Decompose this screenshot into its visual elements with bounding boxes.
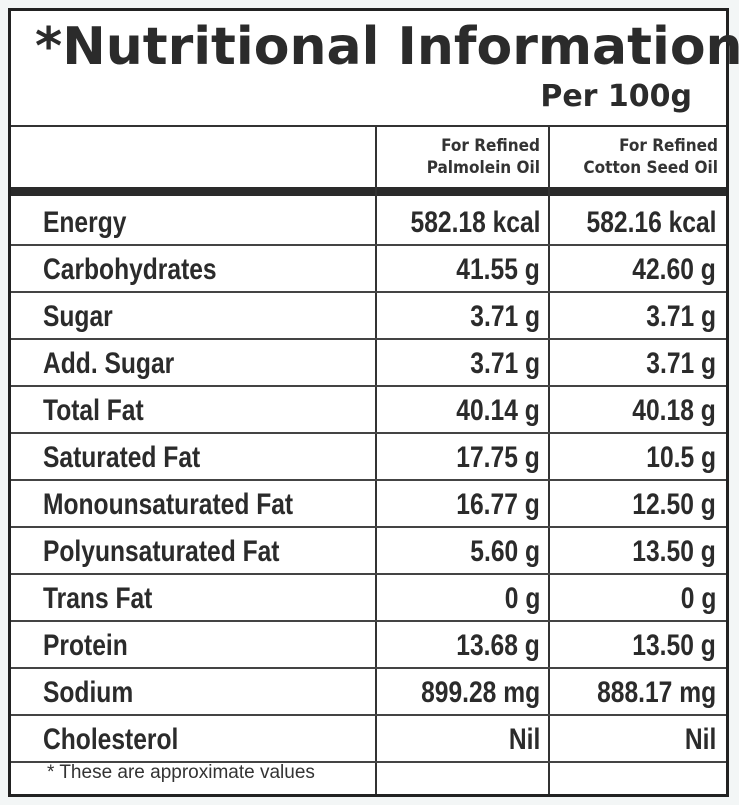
cotton-seed-value: 40.18 g xyxy=(632,394,716,427)
palmolein-value: 16.77 g xyxy=(456,488,540,521)
cotton-seed-value: 0 g xyxy=(680,582,716,615)
palmolein-value: 40.14 g xyxy=(456,394,540,427)
footnote-text: * These are approximate values xyxy=(47,762,315,783)
column-header-palmolein: For Refined Palmolein Oil xyxy=(377,127,548,187)
column-header-line: Cotton Seed Oil xyxy=(583,158,718,178)
nutrient-label: Sodium xyxy=(43,676,134,709)
palmolein-value: Nil xyxy=(508,723,540,756)
cotton-seed-value: 3.71 g xyxy=(646,300,716,333)
table-row: Protein 13.68 g 13.50 g xyxy=(11,622,726,669)
column-divider xyxy=(548,125,550,794)
column-header-line: Palmolein Oil xyxy=(426,158,540,178)
table-row: Sugar 3.71 g 3.71 g xyxy=(11,293,726,340)
cotton-seed-value: 582.16 kcal xyxy=(586,206,716,239)
palmolein-value: 3.71 g xyxy=(470,300,540,333)
nutrient-label: Protein xyxy=(43,629,128,662)
nutrient-label: Polyunsaturated Fat xyxy=(43,535,280,568)
table-row: Energy 582.18 kcal 582.16 kcal xyxy=(11,199,726,246)
column-header-line: For Refined xyxy=(441,136,540,156)
nutrient-label: Carbohydrates xyxy=(43,253,217,286)
table-row: Polyunsaturated Fat 5.60 g 13.50 g xyxy=(11,528,726,575)
nutrient-table: Energy 582.18 kcal 582.16 kcal Carbohydrat… xyxy=(11,199,726,763)
cotton-seed-value: 13.50 g xyxy=(632,629,716,662)
cotton-seed-value: 3.71 g xyxy=(646,347,716,380)
header-divider xyxy=(11,187,726,196)
nutrient-label: Sugar xyxy=(43,300,113,333)
nutrient-label: Cholesterol xyxy=(43,723,179,756)
cotton-seed-value: Nil xyxy=(684,723,716,756)
palmolein-value: 13.68 g xyxy=(456,629,540,662)
nutrient-label: Add. Sugar xyxy=(43,347,175,380)
table-row: Monounsaturated Fat 16.77 g 12.50 g xyxy=(11,481,726,528)
per-serving-label: Per 100g xyxy=(540,79,692,114)
panel-header: *Nutritional Information Per 100g xyxy=(11,11,739,127)
nutrient-label: Monounsaturated Fat xyxy=(43,488,294,521)
nutrient-label: Saturated Fat xyxy=(43,441,201,474)
table-row: Add. Sugar 3.71 g 3.71 g xyxy=(11,340,726,387)
column-header-cotton-seed: For Refined Cotton Seed Oil xyxy=(550,127,726,187)
cotton-seed-value: 888.17 mg xyxy=(597,676,716,709)
table-row: Saturated Fat 17.75 g 10.5 g xyxy=(11,434,726,481)
palmolein-value: 582.18 kcal xyxy=(410,206,540,239)
table-row: Carbohydrates 41.55 g 42.60 g xyxy=(11,246,726,293)
nutrient-label: Energy xyxy=(43,206,127,239)
nutrition-panel: *Nutritional Information Per 100g For Re… xyxy=(8,8,739,797)
palmolein-value: 3.71 g xyxy=(470,347,540,380)
table-row: Trans Fat 0 g 0 g xyxy=(11,575,726,622)
palmolein-value: 899.28 mg xyxy=(421,676,540,709)
nutrient-label: Trans Fat xyxy=(43,582,153,615)
cotton-seed-value: 13.50 g xyxy=(632,535,716,568)
cotton-seed-value: 42.60 g xyxy=(632,253,716,286)
palmolein-value: 17.75 g xyxy=(456,441,540,474)
column-divider xyxy=(375,125,377,794)
footnote-row: * These are approximate values xyxy=(11,752,726,794)
cotton-seed-value: 10.5 g xyxy=(646,441,716,474)
palmolein-value: 5.60 g xyxy=(470,535,540,568)
palmolein-value: 0 g xyxy=(504,582,540,615)
table-row: Sodium 899.28 mg 888.17 mg xyxy=(11,669,726,716)
nutrient-label: Total Fat xyxy=(43,394,144,427)
panel-title: *Nutritional Information xyxy=(35,17,739,77)
table-row: Total Fat 40.14 g 40.18 g xyxy=(11,387,726,434)
palmolein-value: 41.55 g xyxy=(456,253,540,286)
cotton-seed-value: 12.50 g xyxy=(632,488,716,521)
column-header-line: For Refined xyxy=(619,136,718,156)
table-row: Cholesterol Nil Nil xyxy=(11,716,726,763)
